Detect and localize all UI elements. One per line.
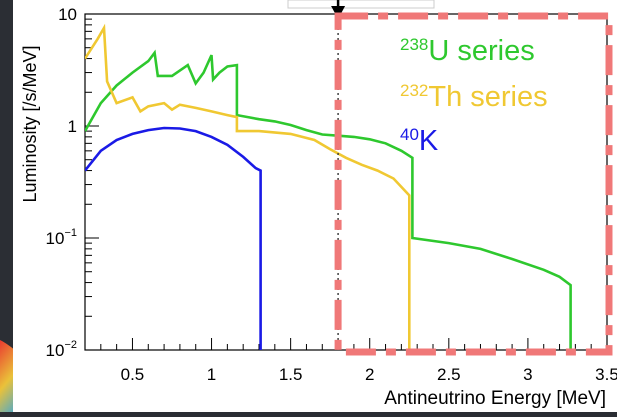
x-tick-label: 1.5: [279, 365, 303, 384]
highlight-rect: [334, 12, 613, 356]
series-line: [85, 49, 572, 350]
x-tick-labels: 0.5 1 1.5 2 2.5 3 3.5: [121, 365, 617, 384]
x-tick-label: 2: [365, 365, 374, 384]
x-tick-label: 3.5: [595, 365, 617, 384]
x-tick-label: 0.5: [121, 365, 145, 384]
series-line: [85, 126, 262, 350]
x-tick-label: 3: [523, 365, 532, 384]
y-axis-label: Luminosity [/s/MeV]: [20, 45, 40, 202]
series-lines: [85, 23, 572, 350]
highlight-box: [334, 12, 613, 356]
y-tick-label: 10−1: [46, 227, 77, 248]
series-labels: 238U series 232Th series 40K: [400, 35, 548, 157]
series-label: 238U series: [400, 35, 535, 67]
y-tick-labels: 10−2 10−1 1 10: [46, 5, 77, 360]
x-tick-label: 2.5: [437, 365, 461, 384]
series-label: 232Th series: [400, 81, 548, 113]
top-tab: [287, 0, 435, 9]
x-axis-label: Antineutrino Energy [MeV]: [384, 388, 606, 409]
y-tick-label: 10−2: [46, 339, 77, 360]
series-line: [85, 23, 411, 350]
plot-panel: [13, 0, 617, 412]
y-tick-label: 1: [68, 117, 77, 136]
x-tick-label: 1: [207, 365, 216, 384]
y-tick-label: 10: [58, 5, 77, 24]
series-label: 40K: [400, 125, 439, 157]
